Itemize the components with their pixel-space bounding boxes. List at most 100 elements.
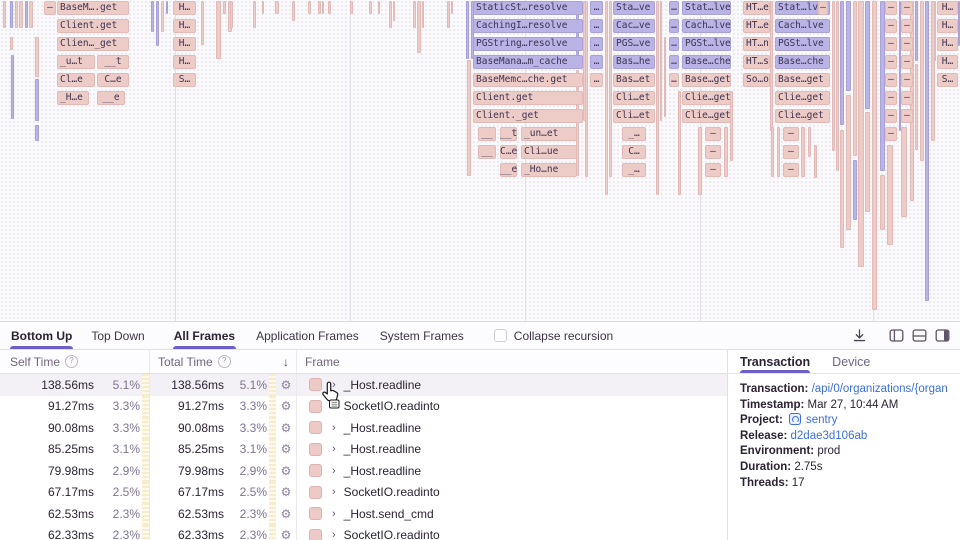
table-row[interactable]: 62.53ms 2.3% 62.53ms 2.3% ⚙ › _Host.send… xyxy=(0,503,727,525)
flame-frame[interactable]: _u…t xyxy=(57,55,95,69)
flame-frame[interactable]: Stat…lve xyxy=(682,1,731,15)
flame-bar[interactable] xyxy=(853,1,857,156)
flame-frame[interactable]: Cli…et xyxy=(613,91,655,105)
flame-bar[interactable] xyxy=(318,1,321,14)
flame-frame[interactable]: Cach…lve xyxy=(682,19,731,33)
flame-bar[interactable] xyxy=(853,160,857,220)
flame-frame[interactable]: CachingI…resolve xyxy=(473,19,583,33)
flame-frame[interactable]: PGSt…lve xyxy=(682,37,731,51)
flame-bar[interactable] xyxy=(609,1,612,177)
flame-frame[interactable]: Clie…get xyxy=(775,91,830,105)
flame-bar[interactable] xyxy=(576,1,579,67)
flame-bar[interactable] xyxy=(678,91,681,195)
flame-frame[interactable]: PGString…resolve xyxy=(473,37,583,51)
flame-bar[interactable] xyxy=(880,1,885,171)
flame-bar[interactable] xyxy=(899,1,901,131)
flame-frame[interactable]: _H…e xyxy=(57,91,89,105)
flame-frame[interactable]: H… xyxy=(937,1,958,15)
flame-frame[interactable]: H… xyxy=(173,55,196,69)
table-row[interactable]: 85.25ms 3.1% 85.25ms 3.1% ⚙ › _Host.read… xyxy=(0,438,727,460)
flame-frame[interactable]: … xyxy=(669,1,679,15)
flame-bar[interactable] xyxy=(151,1,154,32)
flame-bar[interactable] xyxy=(605,1,608,195)
flame-frame[interactable]: PGSt…lve xyxy=(775,37,830,51)
flame-frame[interactable]: Cli…ue xyxy=(521,145,577,159)
column-header-self-time[interactable]: Self Time ? xyxy=(0,350,150,373)
flame-bar[interactable] xyxy=(585,1,588,177)
gear-icon[interactable]: ⚙ xyxy=(280,420,292,435)
flame-bar[interactable] xyxy=(201,1,204,45)
flame-frame[interactable]: Base…che xyxy=(682,55,731,69)
flame-bar[interactable] xyxy=(15,1,18,28)
gear-icon[interactable]: ⚙ xyxy=(280,485,292,500)
flame-bar[interactable] xyxy=(858,1,864,267)
detail-value[interactable]: d2dae3d106ab xyxy=(790,429,868,442)
frame-name[interactable]: _Host.readline xyxy=(343,377,422,392)
flame-bar[interactable] xyxy=(931,1,935,141)
gear-icon[interactable]: ⚙ xyxy=(280,442,292,457)
flame-frame[interactable]: C…e xyxy=(500,145,517,159)
flame-bar[interactable] xyxy=(262,1,264,14)
flame-frame[interactable]: _… xyxy=(622,127,646,141)
flame-frame[interactable]: Base…get xyxy=(775,73,830,87)
flame-bar[interactable] xyxy=(471,1,474,59)
flame-bar[interactable] xyxy=(925,1,929,301)
flame-frame[interactable]: – xyxy=(885,127,897,141)
frame-name[interactable]: SocketIO.readinto xyxy=(343,528,440,540)
frame-name[interactable]: SocketIO.readinto xyxy=(343,485,440,500)
flame-frame[interactable]: … xyxy=(669,37,679,51)
flame-bar[interactable] xyxy=(35,37,39,77)
expand-chevron-icon[interactable]: › xyxy=(332,464,336,477)
flame-bar[interactable] xyxy=(846,1,851,91)
flame-frame[interactable]: HT…e xyxy=(743,1,770,15)
flame-frame[interactable]: Clie…get xyxy=(775,109,830,123)
column-header-frame[interactable]: Frame xyxy=(297,350,727,373)
flame-bar[interactable] xyxy=(10,1,13,28)
expand-chevron-icon[interactable]: › xyxy=(332,529,336,540)
flame-frame[interactable]: __e xyxy=(500,163,517,177)
flame-bar[interactable] xyxy=(836,1,839,171)
flame-bar[interactable] xyxy=(865,112,870,212)
flame-bar[interactable] xyxy=(3,1,6,28)
flame-frame[interactable]: – xyxy=(885,55,897,69)
flame-frame[interactable]: – xyxy=(783,145,799,159)
frame-name[interactable]: _Host.readline xyxy=(343,463,422,478)
table-row[interactable]: 67.17ms 2.5% 67.17ms 2.5% ⚙ › SocketIO.r… xyxy=(0,481,727,503)
flame-bar[interactable] xyxy=(865,1,870,109)
flame-frame[interactable]: _Ho…ne xyxy=(521,163,577,177)
tab-application-frames[interactable]: Application Frames xyxy=(256,328,359,343)
flame-frame[interactable]: StaticSt…resolve xyxy=(473,1,583,15)
flame-frame[interactable]: – xyxy=(901,73,913,87)
flame-frame[interactable]: __ xyxy=(478,145,496,159)
flame-bar[interactable] xyxy=(808,127,811,157)
flame-bar[interactable] xyxy=(322,1,324,14)
flame-bar[interactable] xyxy=(350,1,353,14)
flame-frame[interactable]: Clie…get xyxy=(682,109,731,123)
flame-frame[interactable]: HT…n xyxy=(743,37,770,51)
flame-frame[interactable]: Bas…et xyxy=(613,73,655,87)
table-row[interactable]: 138.56ms 5.1% 138.56ms 5.1% ⚙ › _Host.re… xyxy=(0,374,727,396)
flame-bar[interactable] xyxy=(730,91,733,161)
table-row[interactable]: 91.27ms 3.3% 91.27ms 3.3% ⚙ › SocketIO.r… xyxy=(0,395,727,417)
detail-value[interactable]: /api/0/organizations/{organ… xyxy=(811,383,948,395)
flame-bar[interactable] xyxy=(664,37,666,117)
flame-frame[interactable]: … xyxy=(590,73,603,87)
flame-bar[interactable] xyxy=(369,1,372,14)
flame-frame[interactable]: – xyxy=(901,1,913,15)
tab-all-frames[interactable]: All Frames xyxy=(172,322,237,349)
flame-bar[interactable] xyxy=(328,1,331,14)
flame-bar[interactable] xyxy=(10,37,13,50)
tab-system-frames[interactable]: System Frames xyxy=(379,328,464,343)
flame-frame[interactable]: – xyxy=(783,127,799,141)
expand-chevron-icon[interactable]: › xyxy=(332,507,336,520)
flame-frame[interactable]: C…e xyxy=(97,73,129,87)
flame-frame[interactable]: S… xyxy=(173,73,196,87)
flame-frame[interactable]: _un…et xyxy=(521,127,577,141)
flame-bar[interactable] xyxy=(576,70,579,176)
flame-frame[interactable]: … xyxy=(590,55,603,69)
flame-frame[interactable]: … xyxy=(669,73,679,87)
flame-bar[interactable] xyxy=(389,1,392,28)
flame-frame[interactable]: – xyxy=(901,37,913,51)
flame-frame[interactable]: HT…e xyxy=(743,19,770,33)
gear-icon[interactable]: ⚙ xyxy=(280,528,292,540)
